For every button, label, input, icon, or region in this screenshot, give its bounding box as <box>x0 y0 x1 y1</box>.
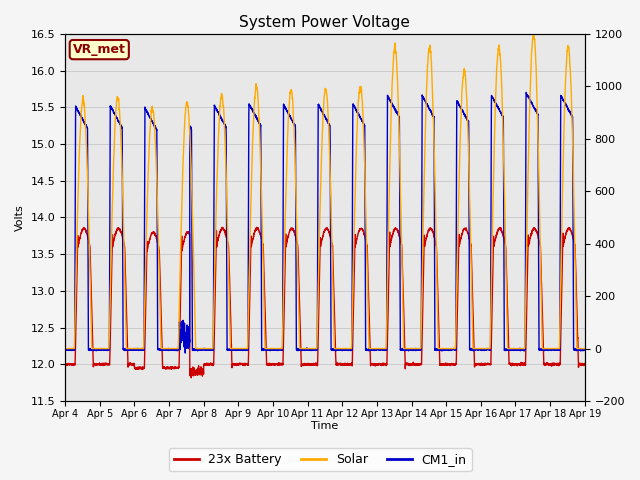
Y-axis label: Volts: Volts <box>15 204 25 231</box>
Text: VR_met: VR_met <box>73 43 125 56</box>
Legend: 23x Battery, Solar, CM1_in: 23x Battery, Solar, CM1_in <box>168 448 472 471</box>
Title: System Power Voltage: System Power Voltage <box>239 15 410 30</box>
X-axis label: Time: Time <box>311 421 339 432</box>
